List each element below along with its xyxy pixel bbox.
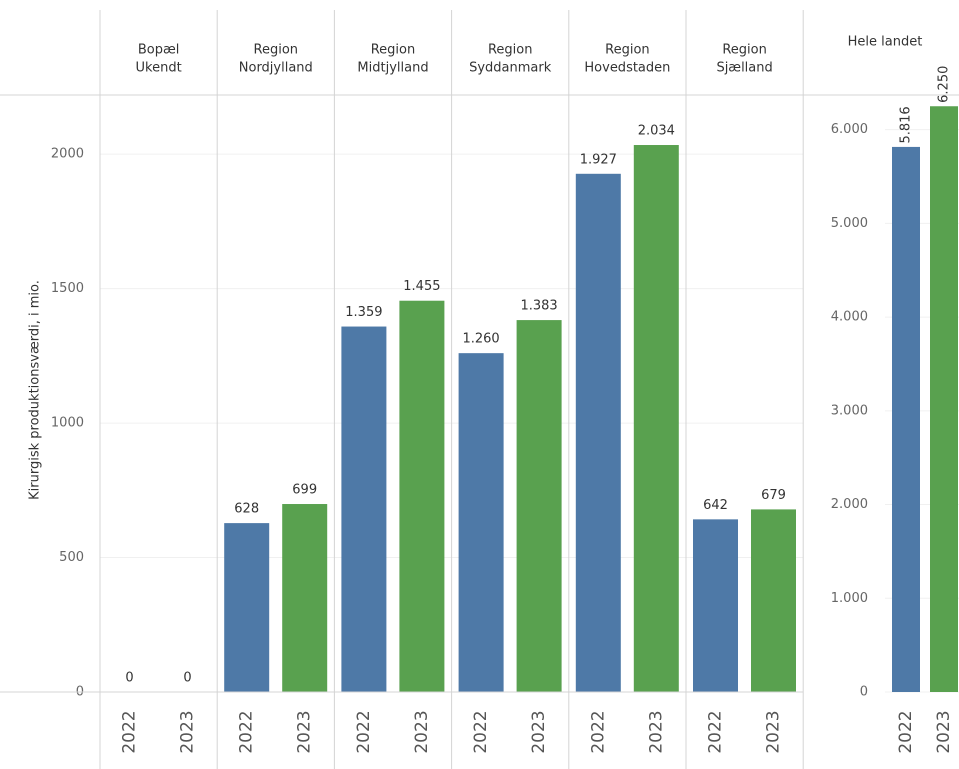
panel-title: Syddanmark <box>469 61 552 76</box>
y-tick-label: 1000 <box>51 416 84 431</box>
panel-title: Bopæl <box>138 43 180 58</box>
y-tick-label: 2.000 <box>831 497 868 512</box>
data-label: 6.250 <box>937 66 952 103</box>
x-tick-label: 2022 <box>354 710 374 753</box>
panel-title: Sjælland <box>716 61 772 76</box>
y-tick-label: 6.000 <box>831 122 868 137</box>
x-tick-label: 2022 <box>237 710 257 753</box>
panel-title: Region <box>605 43 650 58</box>
bar <box>930 106 958 693</box>
x-tick-label: 2022 <box>896 710 916 753</box>
data-label: 1.383 <box>520 299 557 314</box>
bar <box>341 326 387 692</box>
data-label: 628 <box>234 502 259 517</box>
x-tick-label: 2022 <box>471 710 491 753</box>
y-tick-label: 500 <box>59 550 84 565</box>
x-tick-label: 2023 <box>412 710 432 753</box>
bar <box>575 173 621 693</box>
panel-title: Midtjylland <box>357 61 428 76</box>
data-label: 1.359 <box>345 305 382 320</box>
data-label: 1.927 <box>580 152 617 167</box>
panel-title: Hovedstaden <box>584 61 670 76</box>
y-tick-label: 4.000 <box>831 310 868 325</box>
y-tick-label: 0 <box>860 685 868 700</box>
x-tick-label: 2023 <box>295 710 315 753</box>
panel-title: Nordjylland <box>239 61 313 76</box>
x-tick-label: 2023 <box>934 710 954 753</box>
data-label: 679 <box>761 488 786 503</box>
y-axis-title: Kirurgisk produktionsværdi, i mio. <box>28 280 43 500</box>
x-tick-label: 2022 <box>588 710 608 753</box>
data-label: 1.260 <box>462 332 499 347</box>
y-tick-label: 2000 <box>51 147 84 162</box>
panel-title: Hele landet <box>848 35 923 50</box>
bar <box>516 320 562 692</box>
x-tick-label: 2022 <box>120 710 140 753</box>
bar <box>892 146 920 692</box>
bar <box>399 300 445 692</box>
bar <box>282 504 328 692</box>
data-label: 642 <box>703 498 728 513</box>
x-tick-label: 2023 <box>764 710 784 753</box>
y-tick-label: 3.000 <box>831 403 868 418</box>
bar <box>633 145 679 692</box>
bar <box>751 509 796 692</box>
data-label: 1.455 <box>403 279 440 294</box>
panel-title: Region <box>371 43 416 58</box>
data-label: 2.034 <box>638 124 675 139</box>
x-tick-label: 2022 <box>706 710 726 753</box>
x-tick-label: 2023 <box>178 710 198 753</box>
data-label: 5.816 <box>899 106 914 143</box>
bar <box>693 519 738 692</box>
panel-title: Region <box>722 43 767 58</box>
data-label: 0 <box>183 671 191 686</box>
panel-title: Ukendt <box>136 61 182 76</box>
bar <box>224 523 270 692</box>
bar <box>458 353 504 692</box>
panel-title: Region <box>254 43 299 58</box>
data-label: 699 <box>292 483 317 498</box>
data-label: 0 <box>125 671 133 686</box>
y-tick-label: 1.000 <box>831 591 868 606</box>
x-tick-label: 2023 <box>646 710 666 753</box>
y-tick-label: 5.000 <box>831 216 868 231</box>
x-tick-label: 2023 <box>529 710 549 753</box>
panel-title: Region <box>488 43 533 58</box>
y-tick-label: 1500 <box>51 281 84 296</box>
